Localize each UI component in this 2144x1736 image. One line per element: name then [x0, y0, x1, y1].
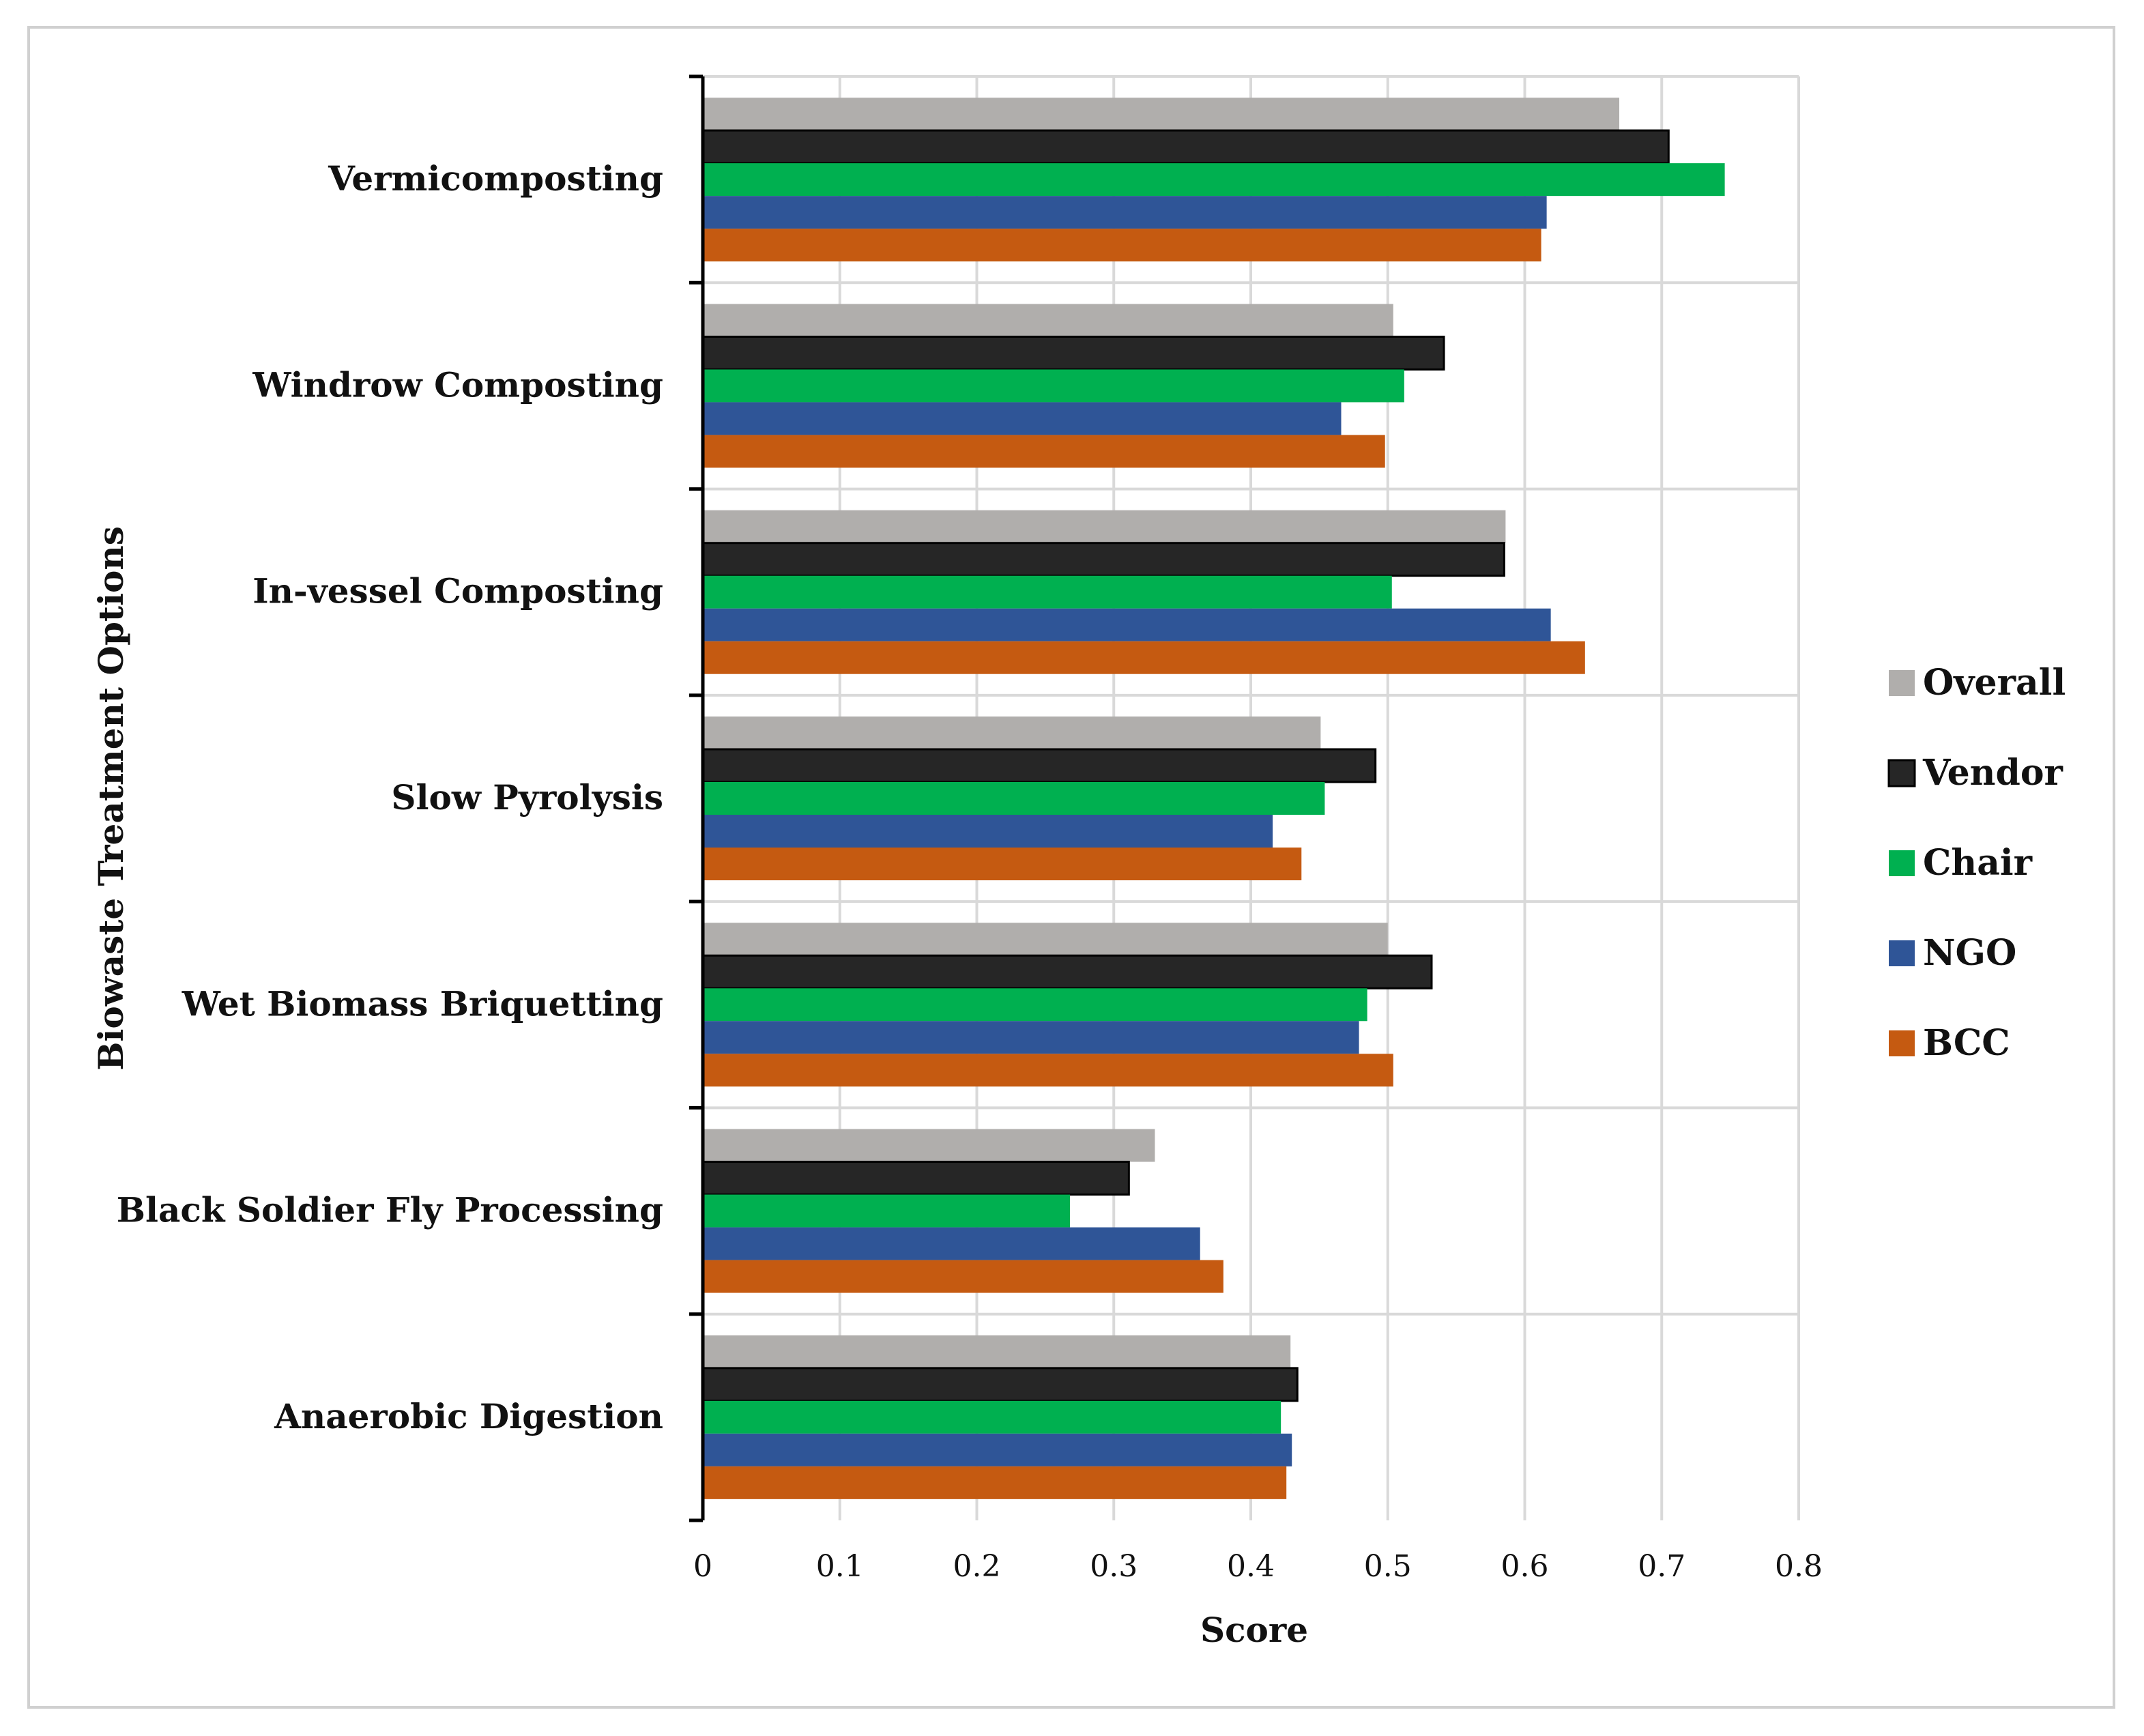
labels: 0 0.1 0.2 0.3 0.4 0.5 0.6 0.7 0.8 Vermicomposting… [117, 158, 1823, 1584]
x-tick-label: 0.2 [953, 1549, 1001, 1584]
bar-ngo-2 [703, 402, 1342, 435]
bar-overall-5 [703, 923, 1388, 956]
legend-label-vendor: Vendor [1922, 752, 2063, 794]
x-tick-label: 0 [693, 1549, 712, 1584]
bar-overall-4 [703, 717, 1321, 749]
x-tick-label: 0.3 [1090, 1549, 1138, 1584]
category-label: Black Soldier Fly Processing [117, 1190, 663, 1230]
legend-swatch-chair [1889, 850, 1915, 876]
bar-chair-1 [703, 163, 1725, 197]
bar-vendor-2 [701, 335, 1445, 371]
y-axis-title: Biowaste Treatment Options [91, 526, 131, 1071]
legend-label-overall: Overall [1923, 662, 2066, 704]
bar-ngo-3 [703, 608, 1551, 641]
category-label: Slow Pyrolysis [391, 777, 663, 818]
x-tick-label: 0.4 [1227, 1549, 1275, 1584]
x-axis-title: Score [1200, 1610, 1308, 1650]
bar-ngo-5 [703, 1021, 1359, 1054]
category-label: Anaerobic Digestion [274, 1396, 663, 1436]
legend-label-chair: Chair [1923, 842, 2033, 884]
bar-vendor-7 [701, 1367, 1299, 1402]
bar-chair-2 [703, 369, 1404, 403]
bar-overall-1 [703, 98, 1620, 131]
legend-swatch-bcc [1889, 1030, 1915, 1056]
x-tick-label: 0.5 [1364, 1549, 1412, 1584]
bar-vendor-4 [701, 748, 1377, 783]
bar-bcc-7 [703, 1466, 1287, 1499]
bar-chair-5 [703, 988, 1367, 1022]
bar-bcc-1 [703, 229, 1541, 262]
bar-chair-6 [703, 1194, 1071, 1228]
bar-vendor-1 [701, 129, 1670, 164]
bar-ngo-4 [703, 815, 1273, 848]
bar-overall-7 [703, 1335, 1291, 1368]
bar-vendor-3 [701, 542, 1505, 577]
bar-bcc-3 [703, 641, 1585, 674]
category-label: Vermicomposting [328, 158, 663, 199]
bar-chair-3 [703, 575, 1392, 609]
axes [689, 74, 705, 1522]
bar-vendor-6 [701, 1161, 1130, 1196]
category-label: Wet Biomass Briquetting [182, 983, 663, 1024]
bar-bcc-6 [703, 1260, 1223, 1293]
category-label: Windrow Composting [252, 364, 663, 405]
x-tick-label: 0.8 [1775, 1549, 1823, 1584]
bar-overall-3 [703, 510, 1506, 543]
bar-ngo-1 [703, 196, 1547, 229]
legend-swatch-overall [1889, 670, 1915, 696]
x-tick-label: 0.7 [1638, 1549, 1685, 1584]
bar-ngo-6 [703, 1227, 1200, 1260]
legend-label-bcc: BCC [1923, 1022, 2010, 1064]
bar-bcc-5 [703, 1054, 1393, 1087]
bar-chair-4 [703, 782, 1325, 815]
x-tick-label: 0.1 [816, 1549, 864, 1584]
legend: Overall Vendor Chair NGO BCC [1887, 662, 2066, 1064]
bar-bcc-2 [703, 435, 1385, 468]
bar-overall-6 [703, 1129, 1155, 1162]
bar-vendor-5 [701, 954, 1433, 989]
x-tick-label: 0.6 [1501, 1549, 1549, 1584]
bar-ngo-7 [703, 1433, 1292, 1466]
bar-bcc-4 [703, 848, 1302, 880]
bar-chair-7 [703, 1400, 1281, 1434]
legend-swatch-ngo [1889, 940, 1915, 966]
category-label: In-vessel Composting [252, 571, 663, 611]
legend-label-ngo: NGO [1923, 932, 2016, 974]
bar-overall-2 [703, 304, 1393, 337]
bars [701, 98, 1725, 1499]
legend-swatch-vendor [1887, 759, 1916, 787]
